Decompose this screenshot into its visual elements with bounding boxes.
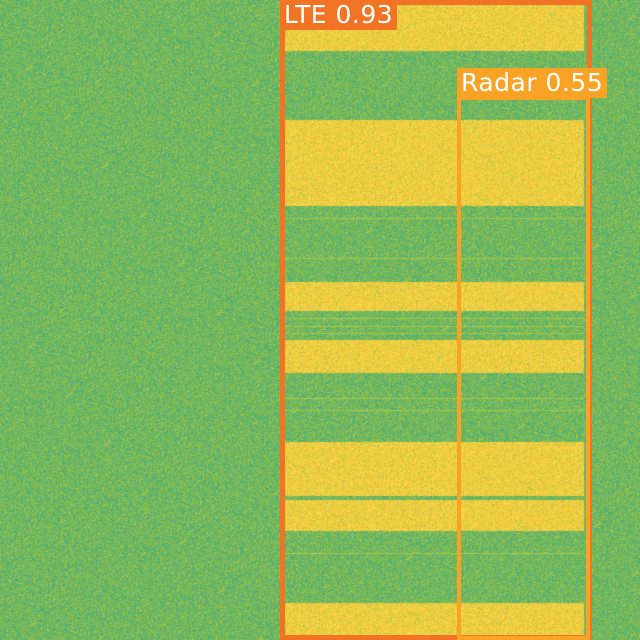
lte-detection-label: LTE 0.93 — [280, 0, 398, 30]
radar-detection-label: Radar 0.55 — [457, 68, 608, 98]
radar-detection-box — [457, 96, 590, 640]
